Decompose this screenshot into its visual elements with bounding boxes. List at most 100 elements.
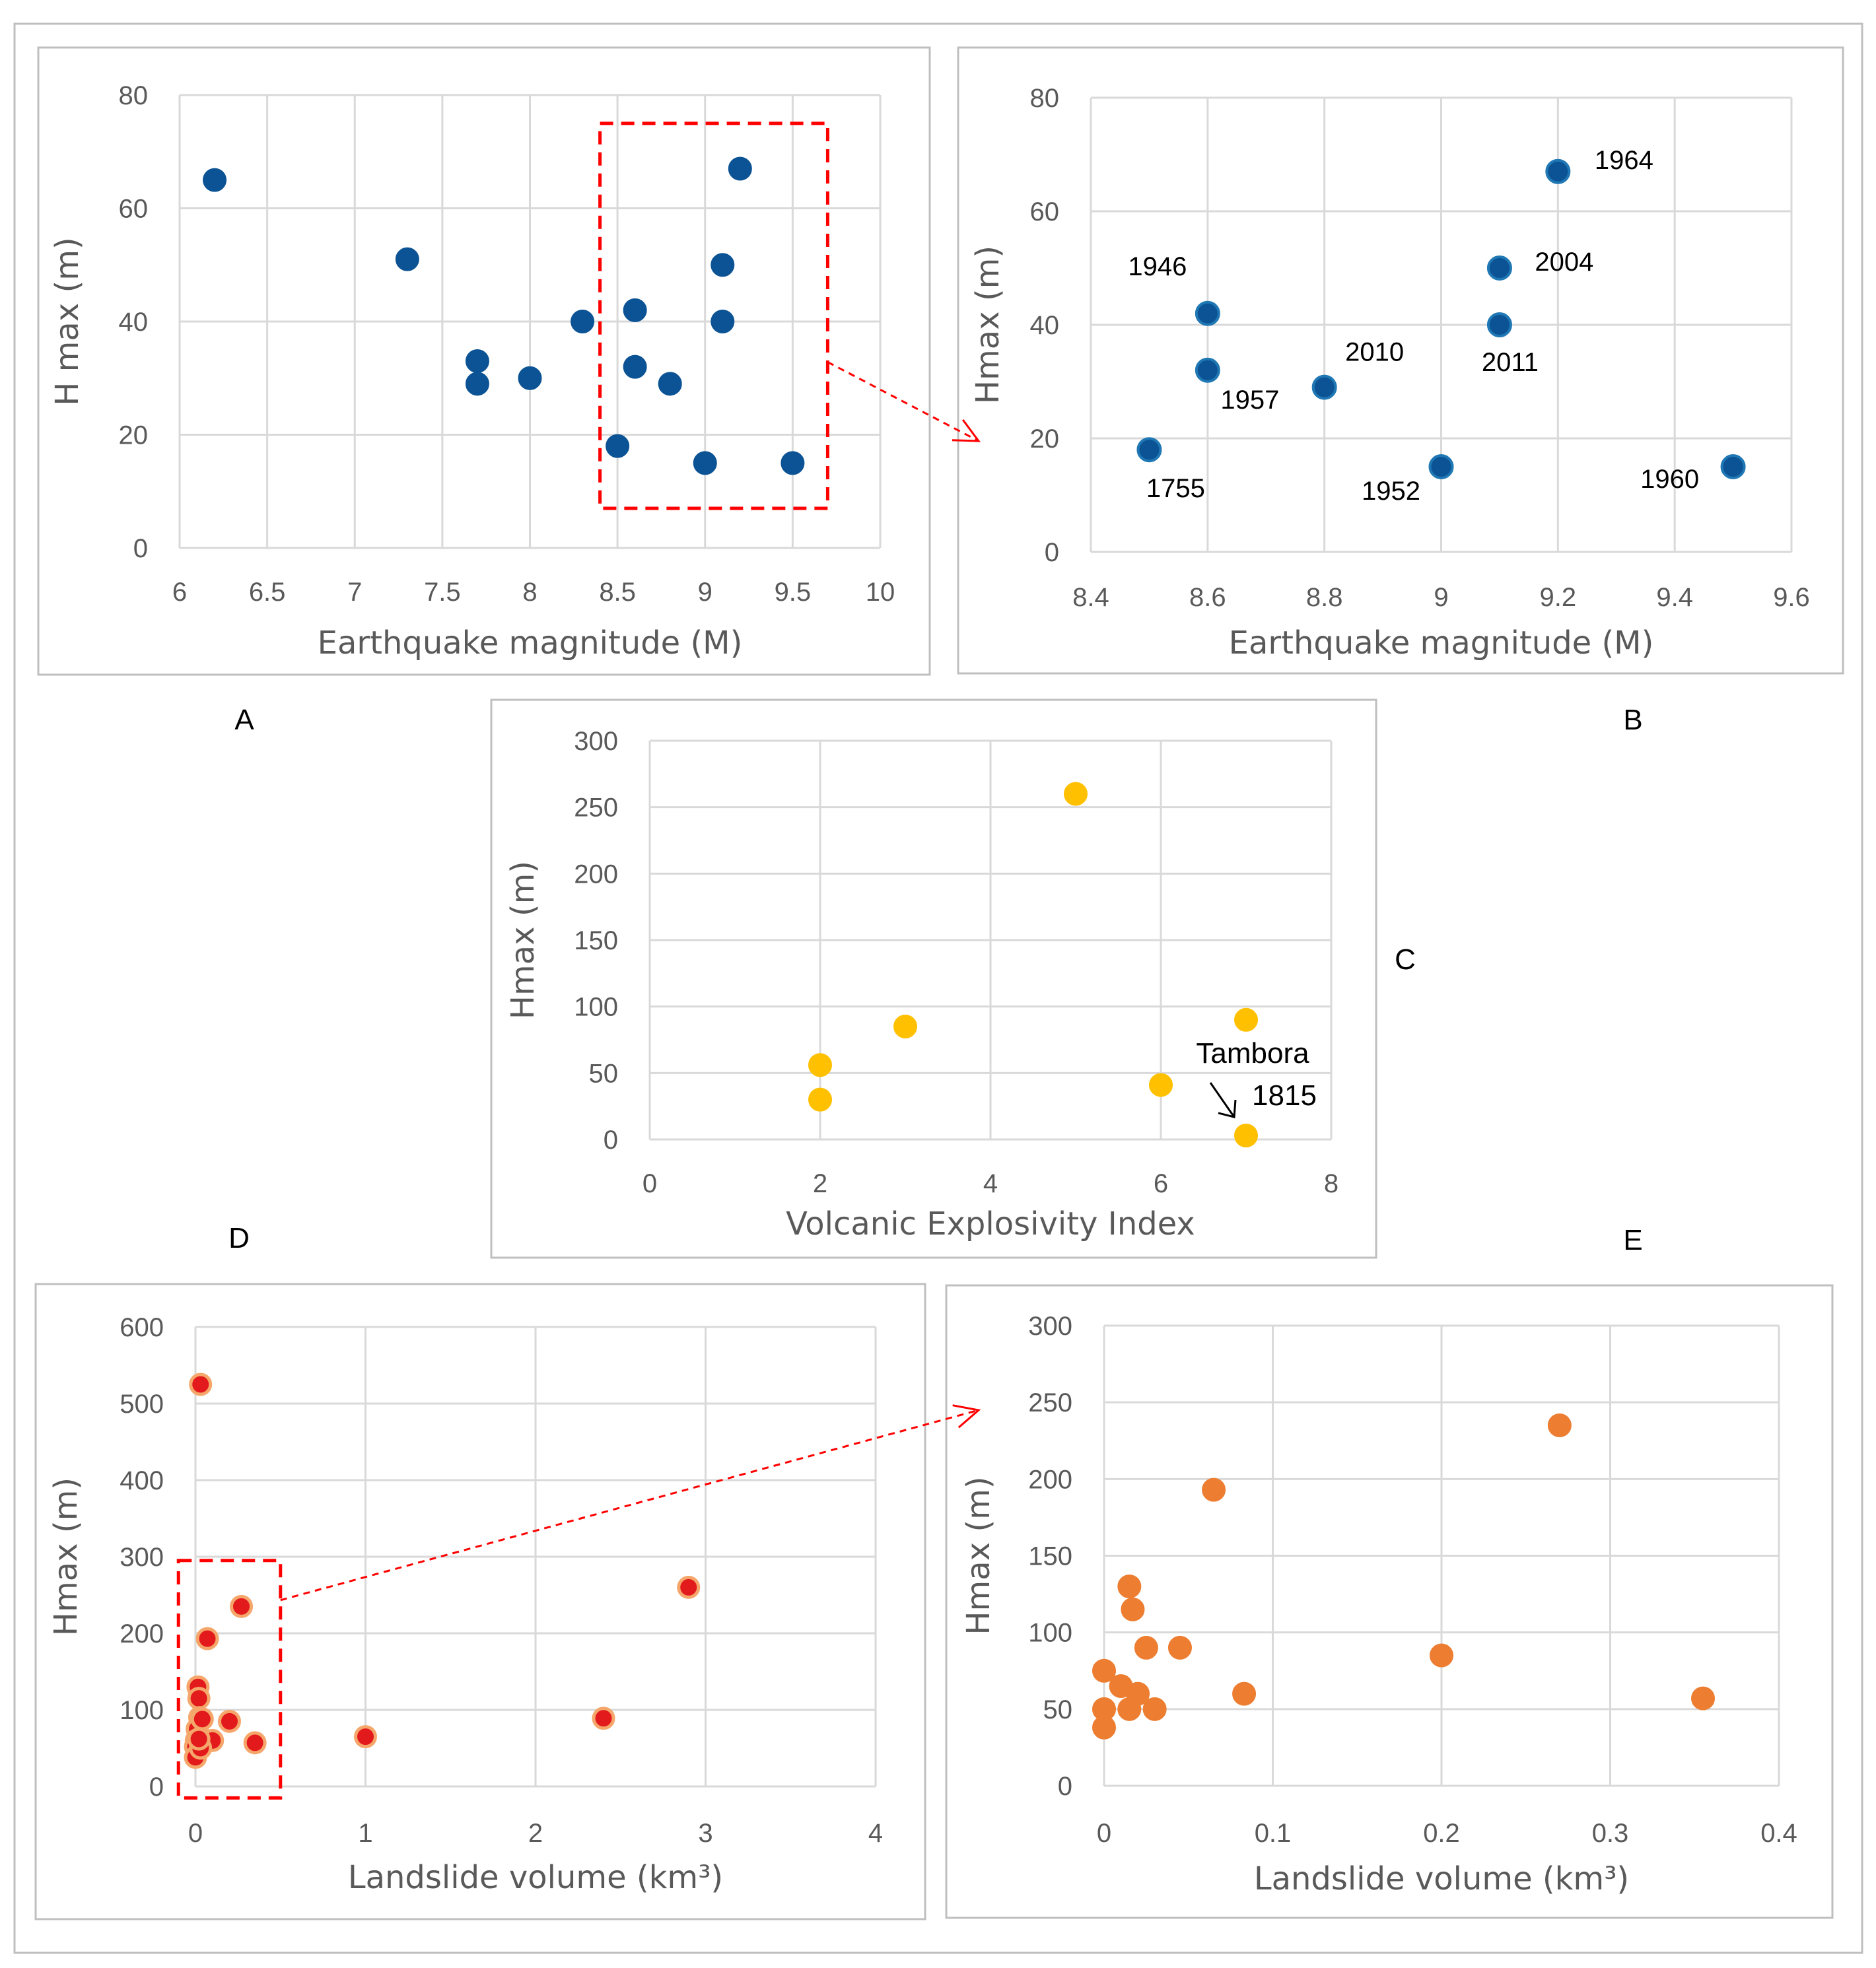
data-point (187, 1727, 211, 1751)
data-point (1092, 1658, 1116, 1683)
data-point (1117, 1697, 1142, 1721)
x-tick-label: 4 (983, 1169, 998, 1198)
y-axis-title: Hmax (m) (960, 1476, 997, 1635)
data-point (203, 168, 227, 192)
panel-a-chart: 0 20 40 60 80 6 6.5 7 7.5 8 8.5 9 9.5 10 Earthquake ma… (37, 46, 931, 676)
point-year-label: 1960 (1640, 465, 1699, 494)
panel-e-chart: 0 50 100 150 200 250 300 0 0.1 0.2 0.3 0.4 Landslide… (945, 1284, 1834, 1919)
x-tick-label: 0 (188, 1819, 203, 1848)
data-point (195, 1627, 219, 1650)
x-tick-label: 3 (698, 1819, 712, 1848)
y-tick-label: 50 (589, 1059, 619, 1088)
panel-letter-a: A (234, 704, 254, 736)
y-tick-label: 60 (1030, 197, 1060, 226)
panel-frame (34, 1283, 926, 1920)
point-year-label: 1946 (1128, 252, 1187, 281)
data-point (1486, 255, 1512, 281)
data-point (465, 349, 489, 374)
data-point (1117, 1574, 1142, 1598)
data-point (1195, 357, 1220, 383)
y-tick-label: 400 (120, 1466, 164, 1495)
x-tick-label: 4 (868, 1819, 883, 1848)
x-tick-label: 8.4 (1072, 583, 1109, 612)
data-point (571, 310, 595, 333)
connector-a-to-b-head (952, 419, 981, 442)
figure-frame (13, 22, 1863, 1954)
point-year-label: 1964 (1595, 146, 1653, 175)
x-tick-label: 7.5 (424, 578, 461, 607)
y-tick-label: 50 (1043, 1695, 1073, 1724)
x-tick-label: 8 (522, 578, 537, 607)
y-tick-label: 100 (1028, 1619, 1072, 1648)
data-point (1545, 158, 1571, 184)
data-point (623, 355, 647, 379)
data-point (395, 247, 419, 271)
x-axis-title: Earthquake magnitude (M) (318, 625, 743, 662)
panel-frame (37, 46, 931, 676)
panel-letter-c: C (1395, 943, 1416, 976)
x-axis-title: Landslide volume (km³) (1254, 1860, 1629, 1897)
connector-d-to-e-line (280, 1409, 979, 1602)
data-point (658, 372, 682, 396)
y-tick-label: 0 (133, 534, 148, 563)
y-tick-label: 20 (119, 421, 149, 450)
panel-letter-b: B (1623, 704, 1642, 736)
y-tick-label: 80 (1030, 84, 1060, 113)
x-tick-label: 7 (347, 578, 362, 607)
data-point (606, 434, 630, 458)
x-tick-label: 9.6 (1773, 583, 1810, 612)
x-tick-label: 6.5 (249, 578, 286, 607)
y-tick-label: 250 (1028, 1388, 1072, 1417)
data-point (1064, 782, 1088, 806)
panel-d-chart: 0 100 200 300 400 500 600 0 1 2 3 4 Landslide volume… (34, 1283, 926, 1920)
data-point (1202, 1477, 1226, 1502)
x-tick-label: 6 (172, 578, 187, 607)
data-point (808, 1087, 832, 1112)
x-tick-label: 0 (1097, 1819, 1111, 1848)
x-tick-label: 1 (358, 1819, 372, 1848)
data-point (1167, 1635, 1192, 1660)
data-point (1195, 300, 1220, 326)
x-tick-label: 0 (643, 1169, 657, 1198)
data-point (189, 1373, 213, 1396)
x-tick-label: 0.1 (1255, 1819, 1292, 1848)
y-tick-label: 250 (574, 794, 618, 823)
y-tick-label: 0 (1045, 538, 1059, 567)
data-point (623, 298, 647, 322)
data-point (1121, 1597, 1145, 1621)
x-axis-title: Earthquake magnitude (M) (1229, 625, 1654, 662)
data-point (711, 253, 735, 277)
panel-b-chart: 0 20 40 60 80 8.4 8.6 8.8 9 9.2 9.4 9.6 Earthquake m… (957, 46, 1844, 675)
x-tick-label: 10 (866, 578, 895, 607)
data-point (1691, 1686, 1716, 1711)
data-point (1486, 312, 1512, 337)
point-year-label: 2011 (1482, 348, 1539, 377)
data-point (1234, 1007, 1258, 1032)
y-tick-label: 100 (574, 993, 618, 1022)
y-tick-label: 0 (149, 1773, 164, 1802)
annotation-arrow-line (1209, 1082, 1235, 1118)
data-point (893, 1014, 917, 1038)
data-point (728, 156, 752, 181)
x-tick-label: 8.5 (599, 578, 636, 607)
data-point (808, 1053, 832, 1077)
data-point (1234, 1123, 1258, 1147)
data-point (1232, 1681, 1257, 1706)
data-point (243, 1731, 267, 1755)
x-axis-title: Landslide volume (km³) (348, 1859, 723, 1896)
y-tick-label: 200 (1028, 1465, 1072, 1494)
data-point (1134, 1635, 1158, 1660)
data-point (465, 372, 489, 396)
data-point (1142, 1697, 1167, 1721)
annotation-arrow-head (1218, 1099, 1237, 1118)
y-axis-title: H max (m) (49, 237, 86, 405)
x-tick-label: 2 (528, 1819, 543, 1848)
data-point (230, 1594, 254, 1618)
data-point (1092, 1715, 1116, 1740)
panel-frame (945, 1284, 1834, 1919)
x-tick-label: 9.5 (775, 578, 812, 607)
annotation-text-line2: 1815 (1252, 1079, 1317, 1112)
panel-c-chart: 0 50 100 150 200 250 300 0 2 4 6 8 Volcanic Explosiv… (490, 698, 1377, 1259)
panel-frame (490, 698, 1377, 1259)
